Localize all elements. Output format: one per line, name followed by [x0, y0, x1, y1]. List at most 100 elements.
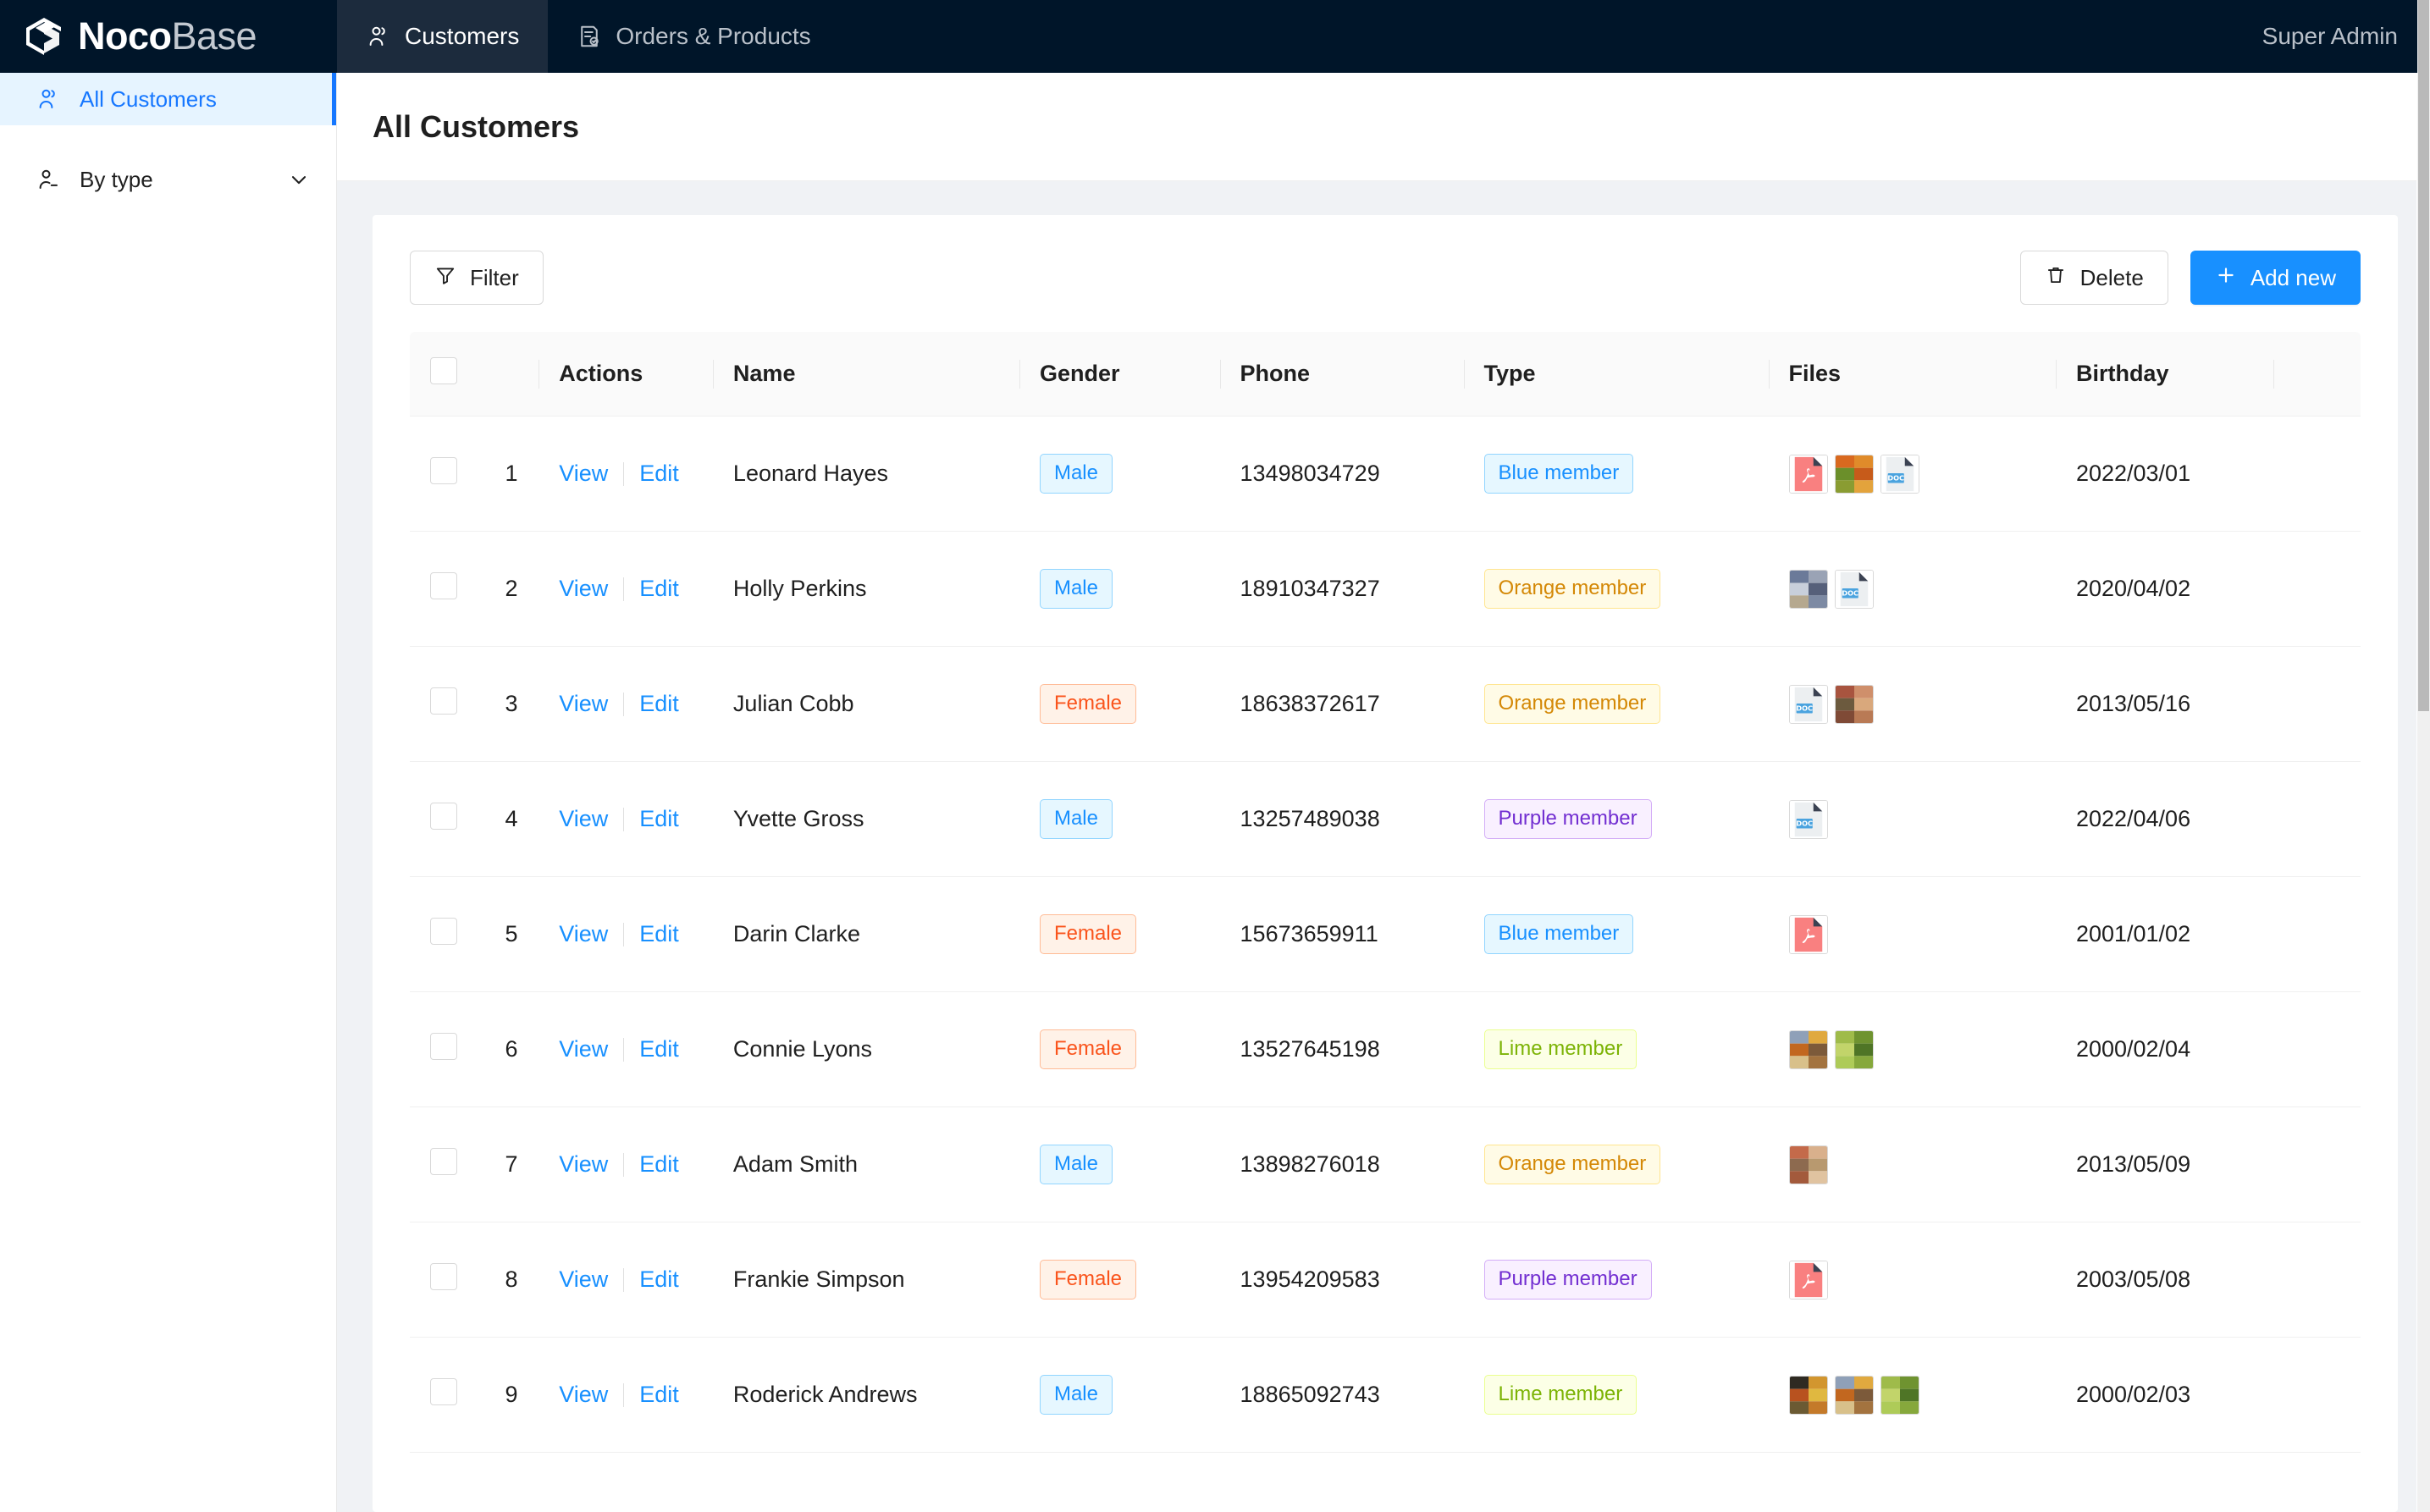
cell-gender: Male [1019, 416, 1220, 532]
gender-badge: Male [1039, 569, 1113, 609]
select-all-checkbox[interactable] [430, 357, 457, 384]
file-thumb-image[interactable] [1788, 1029, 1828, 1069]
table-row[interactable]: 9 View Edit Roderick Andrews Male 18865092743… [410, 1337, 2361, 1453]
delete-button[interactable]: Delete [2019, 251, 2168, 305]
table-row[interactable]: 6 View Edit Connie Lyons Female 13527645198 Li… [410, 991, 2361, 1107]
column-header-phone[interactable]: Phone [1219, 332, 1464, 417]
column-header-type[interactable]: Type [1463, 332, 1769, 417]
edit-link[interactable]: Edit [639, 1151, 679, 1177]
row-checkbox[interactable] [430, 1148, 457, 1175]
add-new-button[interactable]: Add new [2190, 251, 2361, 305]
row-checkbox-cell [410, 646, 485, 762]
cell-phone: 15673659911 [1219, 876, 1464, 992]
file-thumb-pdf[interactable] [1788, 914, 1828, 954]
brand-text: NocoBase [78, 14, 257, 58]
row-checkbox[interactable] [430, 457, 457, 484]
delete-button-label: Delete [2079, 264, 2144, 290]
file-thumb-doc[interactable]: DOC [1788, 799, 1828, 839]
type-badge: Orange member [1483, 569, 1661, 609]
file-thumb-image[interactable] [1834, 454, 1874, 494]
order-doc-icon [577, 24, 602, 49]
view-link[interactable]: View [559, 691, 609, 716]
table-row[interactable]: 5 View Edit Darin Clarke Female 15673659911 Bl… [410, 876, 2361, 992]
row-actions: View Edit [538, 1222, 713, 1338]
table-row[interactable]: 1 View Edit Leonard Hayes Male 13498034729 Blu… [410, 416, 2361, 532]
row-checkbox[interactable] [430, 803, 457, 830]
view-link[interactable]: View [559, 806, 609, 831]
table-row[interactable]: 2 View Edit Holly Perkins Male 18910347327 Ora… [410, 531, 2361, 647]
cell-gender: Female [1019, 991, 1220, 1107]
column-header-files[interactable]: Files [1768, 332, 2056, 417]
file-thumb-image[interactable] [1834, 1375, 1874, 1415]
edit-link[interactable]: Edit [639, 461, 679, 486]
cell-files [1768, 876, 2056, 992]
view-link[interactable]: View [559, 1036, 609, 1062]
column-header-gender[interactable]: Gender [1019, 332, 1220, 417]
nav-item-orders-products[interactable]: Orders & Products [548, 0, 839, 73]
file-thumb-pdf[interactable] [1788, 1260, 1828, 1300]
filter-button[interactable]: Filter [410, 251, 544, 305]
column-header-name[interactable]: Name [712, 332, 1019, 417]
sidebar-item-all-customers-label: All Customers [80, 86, 217, 112]
view-link[interactable]: View [559, 576, 609, 601]
file-thumb-doc[interactable]: DOC [1788, 684, 1828, 724]
edit-link[interactable]: Edit [639, 1382, 679, 1407]
view-link[interactable]: View [559, 1151, 609, 1177]
file-thumb-doc[interactable]: DOC [1834, 569, 1874, 609]
row-checkbox[interactable] [430, 687, 457, 715]
vertical-scrollbar[interactable] [2417, 0, 2430, 1512]
main-panel: All Customers Filter [337, 73, 2430, 1512]
cell-gender: Male [1019, 531, 1220, 647]
svg-text:DOC: DOC [1887, 473, 1904, 482]
cell-spacer [2273, 646, 2361, 762]
file-thumb-image[interactable] [1834, 1029, 1874, 1069]
row-index: 3 [484, 646, 539, 762]
view-link[interactable]: View [559, 1266, 609, 1292]
sidebar-item-by-type[interactable]: By type [0, 153, 336, 206]
view-link[interactable]: View [559, 1382, 609, 1407]
table-row[interactable]: 7 View Edit Adam Smith Male 13898276018 Orange… [410, 1106, 2361, 1222]
topbar-right: Super Admin [2262, 0, 2430, 73]
table-row[interactable]: 3 View Edit Julian Cobb Female 18638372617 Ora… [410, 646, 2361, 762]
view-link[interactable]: View [559, 921, 609, 946]
row-checkbox[interactable] [430, 1263, 457, 1290]
cell-name: Adam Smith [712, 1106, 1019, 1222]
row-actions: View Edit [538, 876, 713, 992]
file-thumb-pdf[interactable] [1788, 454, 1828, 494]
cell-birthday: 2020/04/02 [2055, 531, 2274, 647]
column-header-birthday[interactable]: Birthday [2055, 332, 2274, 417]
edit-link[interactable]: Edit [639, 691, 679, 716]
action-separator [623, 577, 625, 601]
file-thumb-doc[interactable]: DOC [1880, 454, 1919, 494]
file-thumb-image[interactable] [1788, 1375, 1828, 1415]
file-thumb-image[interactable] [1788, 569, 1828, 609]
file-thumb-image[interactable] [1788, 1145, 1828, 1184]
edit-link[interactable]: Edit [639, 806, 679, 831]
chevron-down-icon[interactable] [287, 168, 311, 191]
view-link[interactable]: View [559, 461, 609, 486]
file-thumb-image[interactable] [1880, 1375, 1919, 1415]
file-thumb-list: DOC [1788, 569, 2035, 609]
file-thumb-image[interactable] [1834, 684, 1874, 724]
table-row[interactable]: 4 View Edit Yvette Gross Male 13257489038 Purp… [410, 761, 2361, 877]
file-thumb-list: DOC [1788, 684, 2035, 724]
body: All Customers By type [0, 73, 2430, 1512]
column-header-actions[interactable]: Actions [538, 332, 713, 417]
edit-link[interactable]: Edit [639, 576, 679, 601]
table-row[interactable]: 8 View Edit Frankie Simpson Female 1395420958… [410, 1222, 2361, 1338]
edit-link[interactable]: Edit [639, 1266, 679, 1292]
user-name[interactable]: Super Admin [2262, 23, 2398, 49]
brand[interactable]: NocoBase [0, 0, 337, 73]
row-checkbox[interactable] [430, 1378, 457, 1405]
row-checkbox[interactable] [430, 1033, 457, 1060]
row-checkbox[interactable] [430, 572, 457, 599]
scrollbar-thumb[interactable] [2418, 0, 2429, 711]
edit-link[interactable]: Edit [639, 921, 679, 946]
sidebar-item-all-customers[interactable]: All Customers [0, 73, 336, 125]
cell-type: Orange member [1463, 1106, 1769, 1222]
nav-item-customers[interactable]: Customers [337, 0, 549, 73]
row-checkbox[interactable] [430, 918, 457, 945]
edit-link[interactable]: Edit [639, 1036, 679, 1062]
content-area: Filter Delete [337, 181, 2430, 1512]
